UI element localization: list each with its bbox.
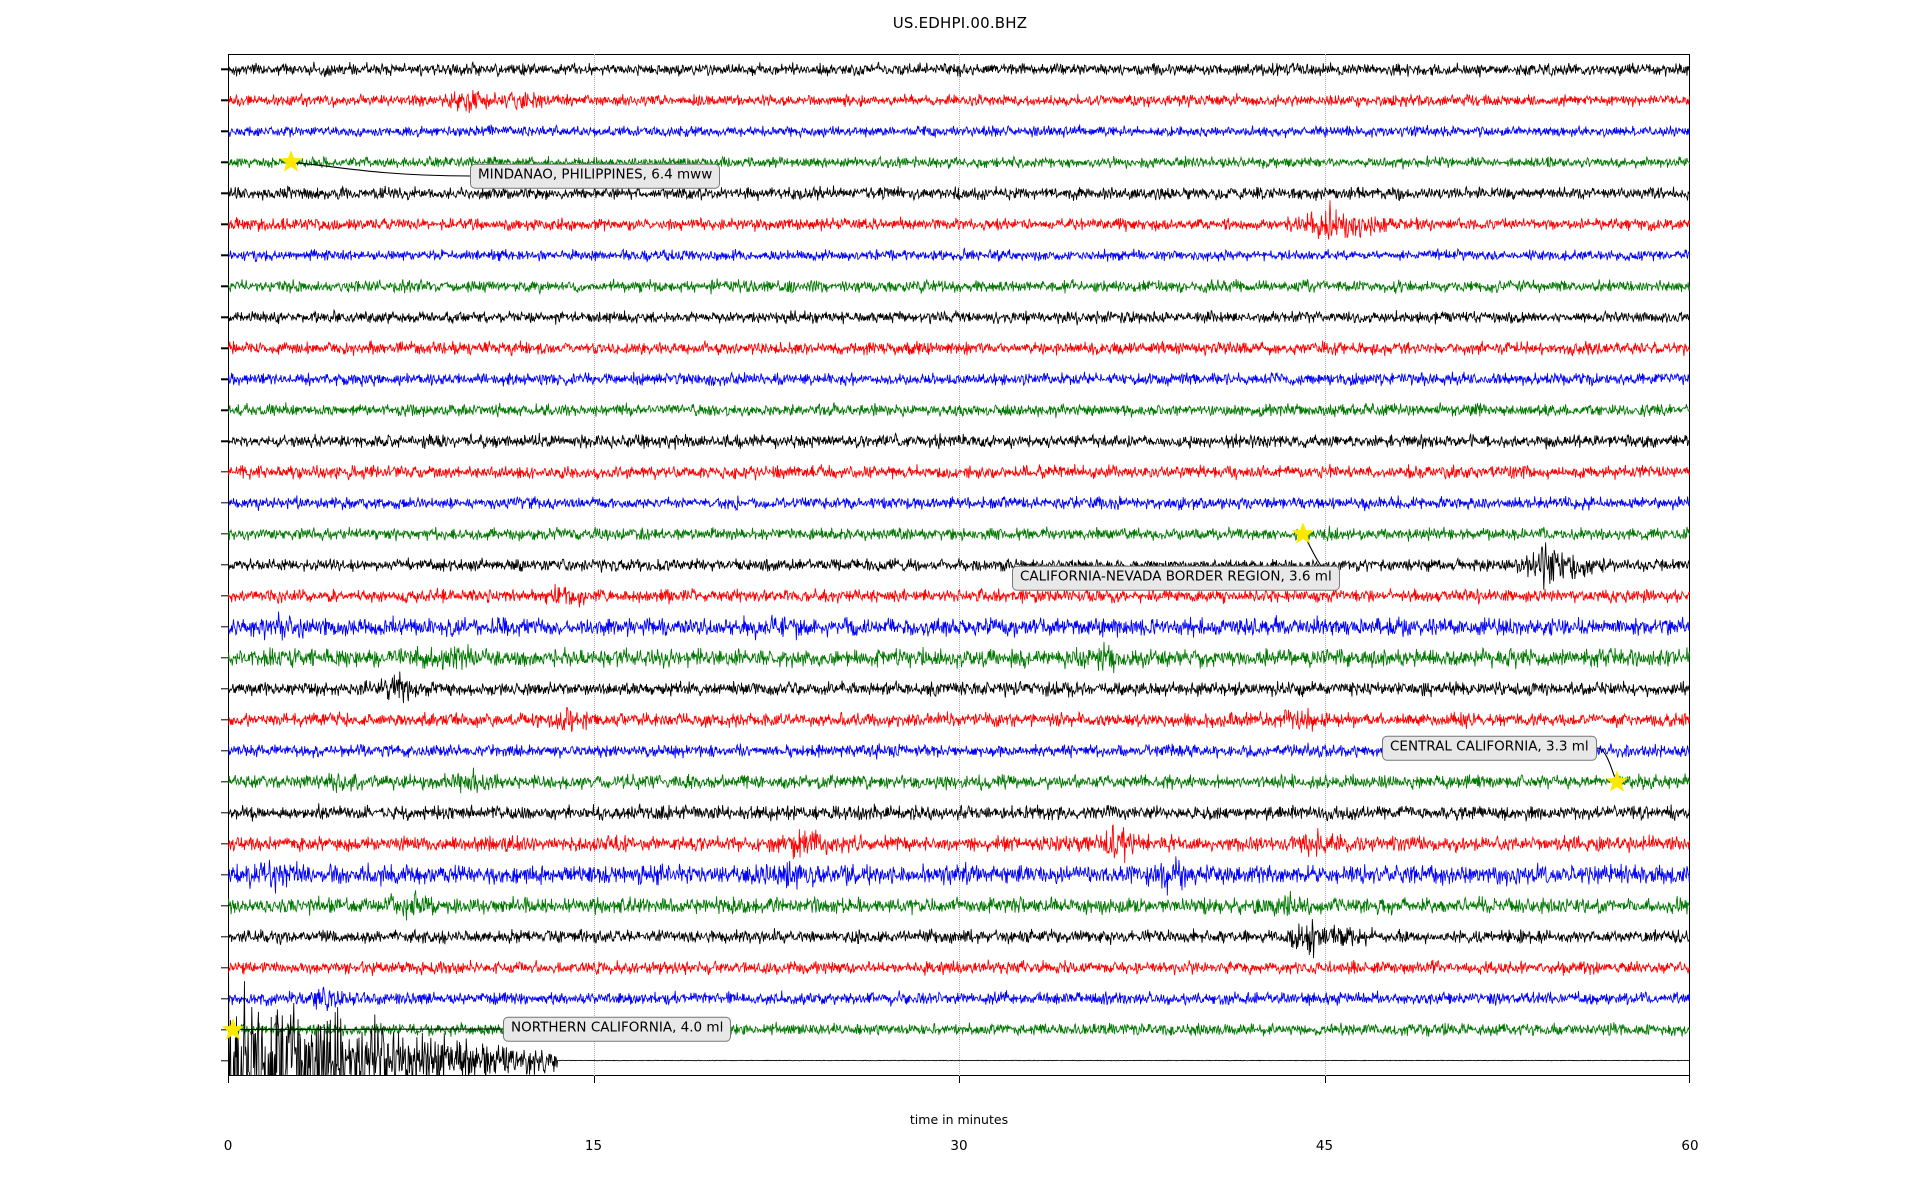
x-tick-mark <box>1688 1076 1690 1083</box>
trace-row-30 <box>228 986 1690 1011</box>
y-tick-mark <box>221 843 228 845</box>
y-tick-mark <box>221 471 228 473</box>
trace-row-9 <box>228 340 1690 357</box>
y-tick-mark <box>221 626 228 628</box>
y-tick-mark <box>221 192 228 195</box>
trace-row-2 <box>228 123 1690 139</box>
trace-row-31 <box>228 1021 1690 1037</box>
y-tick-mark <box>221 997 228 1000</box>
y-tick-mark <box>221 781 228 783</box>
y-tick-mark <box>221 378 228 380</box>
seismogram-traces <box>228 60 1690 1076</box>
event-star-marker[interactable] <box>1291 523 1314 545</box>
y-tick-mark <box>221 130 228 133</box>
trace-row-32 <box>228 975 1690 1076</box>
x-tick-label: 15 <box>584 1138 603 1154</box>
event-star-marker[interactable] <box>280 151 303 173</box>
trace-row-27 <box>228 890 1690 921</box>
trace-row-1 <box>228 89 1690 114</box>
trace-row-19 <box>228 641 1690 674</box>
y-tick-mark <box>221 161 228 164</box>
trace-row-8 <box>228 308 1690 326</box>
trace-row-12 <box>228 432 1690 450</box>
x-tick-label: 60 <box>1681 1138 1699 1154</box>
trace-row-26 <box>228 856 1690 896</box>
y-tick-mark <box>221 1059 228 1062</box>
event-annotation-label[interactable]: MINDANAO, PHILIPPINES, 6.4 mww <box>470 163 721 189</box>
y-tick-mark <box>221 657 228 659</box>
trace-row-10 <box>228 371 1690 387</box>
trace-row-5 <box>228 200 1690 240</box>
y-tick-mark <box>221 750 228 752</box>
x-tick-label: 45 <box>1315 1138 1334 1154</box>
event-star-marker[interactable] <box>221 1018 244 1041</box>
trace-row-0 <box>228 60 1690 78</box>
event-annotation-label[interactable]: NORTHERN CALIFORNIA, 4.0 ml <box>503 1016 732 1042</box>
y-tick-mark <box>221 688 228 690</box>
event-star-marker[interactable] <box>1605 770 1628 793</box>
x-tick-label: 30 <box>950 1138 968 1154</box>
x-axis-title: time in minutes <box>909 1112 1009 1127</box>
y-tick-mark <box>221 812 228 814</box>
x-tick-mark <box>1324 1076 1326 1083</box>
x-tick-mark <box>593 1076 595 1083</box>
y-tick-mark <box>221 966 228 969</box>
x-tick-label: 0 <box>223 1138 233 1154</box>
y-tick-mark <box>221 904 228 907</box>
trace-row-4 <box>228 185 1690 202</box>
trace-row-24 <box>228 803 1690 822</box>
y-tick-mark <box>221 873 228 876</box>
trace-row-28 <box>228 918 1690 959</box>
x-tick-mark <box>228 1076 230 1083</box>
x-tick-mark <box>959 1076 961 1083</box>
y-tick-mark <box>221 223 228 226</box>
trace-row-18 <box>228 611 1690 641</box>
trace-row-15 <box>228 525 1690 542</box>
y-tick-mark <box>221 285 228 287</box>
trace-row-21 <box>228 707 1690 732</box>
trace-row-11 <box>228 402 1690 419</box>
trace-row-7 <box>228 278 1690 296</box>
trace-row-17 <box>228 583 1690 608</box>
y-tick-mark <box>221 533 228 535</box>
y-tick-mark <box>221 502 228 504</box>
y-tick-mark <box>221 254 228 256</box>
y-tick-mark <box>221 440 228 442</box>
y-tick-mark <box>221 935 228 938</box>
y-tick-mark <box>221 564 228 566</box>
trace-row-3 <box>228 155 1690 170</box>
y-tick-mark <box>221 595 228 597</box>
y-tick-mark <box>221 316 228 318</box>
y-tick-mark <box>221 409 228 411</box>
trace-row-16 <box>228 542 1690 590</box>
page-title: US.EDHPI.00.BHZ <box>892 14 1028 32</box>
trace-row-6 <box>228 247 1690 263</box>
y-tick-mark <box>221 1028 228 1031</box>
y-tick-mark <box>221 68 228 71</box>
y-tick-mark <box>221 99 228 102</box>
trace-row-20 <box>228 671 1690 704</box>
event-annotation-label[interactable]: CALIFORNIA-NEVADA BORDER REGION, 3.6 ml <box>1012 565 1340 591</box>
y-tick-mark <box>221 719 228 721</box>
trace-row-13 <box>228 463 1690 481</box>
trace-row-25 <box>228 824 1690 864</box>
trace-row-23 <box>228 767 1690 794</box>
trace-row-14 <box>228 495 1690 512</box>
event-annotation-label[interactable]: CENTRAL CALIFORNIA, 3.3 ml <box>1382 735 1597 761</box>
y-tick-mark <box>221 347 228 349</box>
trace-row-29 <box>228 959 1690 976</box>
